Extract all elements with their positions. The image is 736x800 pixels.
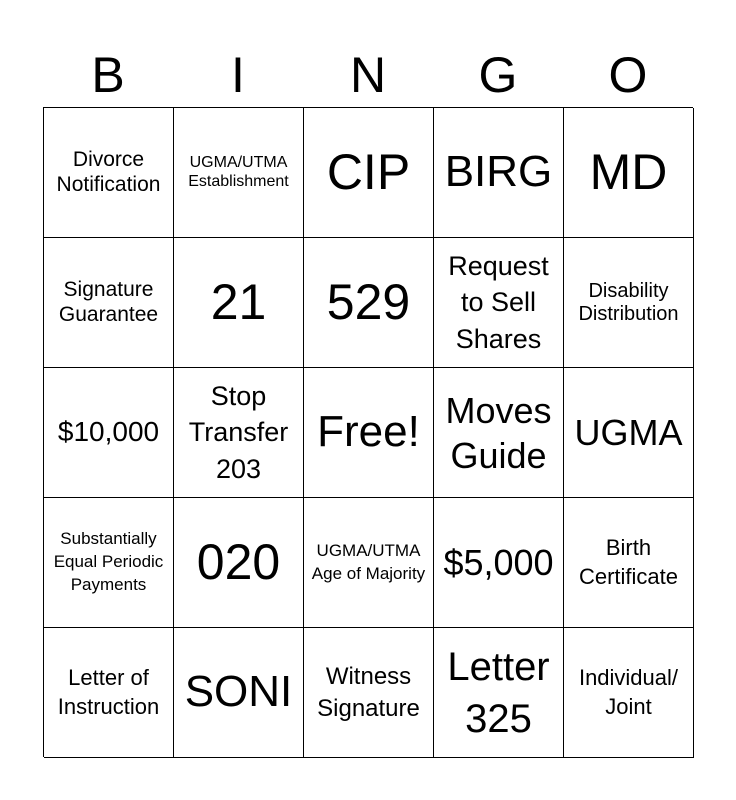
bingo-cell[interactable]: $10,000 (44, 368, 174, 498)
bingo-cell[interactable]: 020 (174, 498, 304, 628)
bingo-cell[interactable]: MD (564, 108, 694, 238)
bingo-cell[interactable]: Birth Certificate (564, 498, 694, 628)
bingo-grid: Divorce Notification UGMA/UTMA Establish… (43, 107, 694, 758)
bingo-cell[interactable]: BIRG (434, 108, 564, 238)
bingo-cell[interactable]: Divorce Notification (44, 108, 174, 238)
bingo-cell[interactable]: Individual/ Joint (564, 628, 694, 758)
bingo-cell[interactable]: CIP (304, 108, 434, 238)
free-space[interactable]: Free! (304, 368, 434, 498)
header-letter-g: G (478, 47, 518, 103)
header-letter-i: I (231, 47, 245, 103)
bingo-cell[interactable]: UGMA/UTMA Establishment (174, 108, 304, 238)
bingo-header: B I N G O (43, 40, 693, 110)
header-letter-n: N (349, 47, 387, 103)
bingo-cell[interactable]: Stop Transfer 203 (174, 368, 304, 498)
bingo-cell[interactable]: Witness Signature (304, 628, 434, 758)
bingo-cell[interactable]: Substantially Equal Periodic Payments (44, 498, 174, 628)
bingo-cell[interactable]: 529 (304, 238, 434, 368)
bingo-cell[interactable]: 21 (174, 238, 304, 368)
bingo-cell[interactable]: Disability Distribution (564, 238, 694, 368)
bingo-cell[interactable]: SONI (174, 628, 304, 758)
bingo-cell[interactable]: Signature Guarantee (44, 238, 174, 368)
header-letter-o: O (608, 47, 648, 103)
header-letter-b: B (91, 47, 125, 103)
bingo-cell[interactable]: $5,000 (434, 498, 564, 628)
bingo-cell[interactable]: Moves Guide (434, 368, 564, 498)
bingo-cell[interactable]: Letter of Instruction (44, 628, 174, 758)
bingo-cell[interactable]: Letter 325 (434, 628, 564, 758)
bingo-cell[interactable]: UGMA/UTMA Age of Majority (304, 498, 434, 628)
bingo-cell[interactable]: Request to Sell Shares (434, 238, 564, 368)
bingo-cell[interactable]: UGMA (564, 368, 694, 498)
